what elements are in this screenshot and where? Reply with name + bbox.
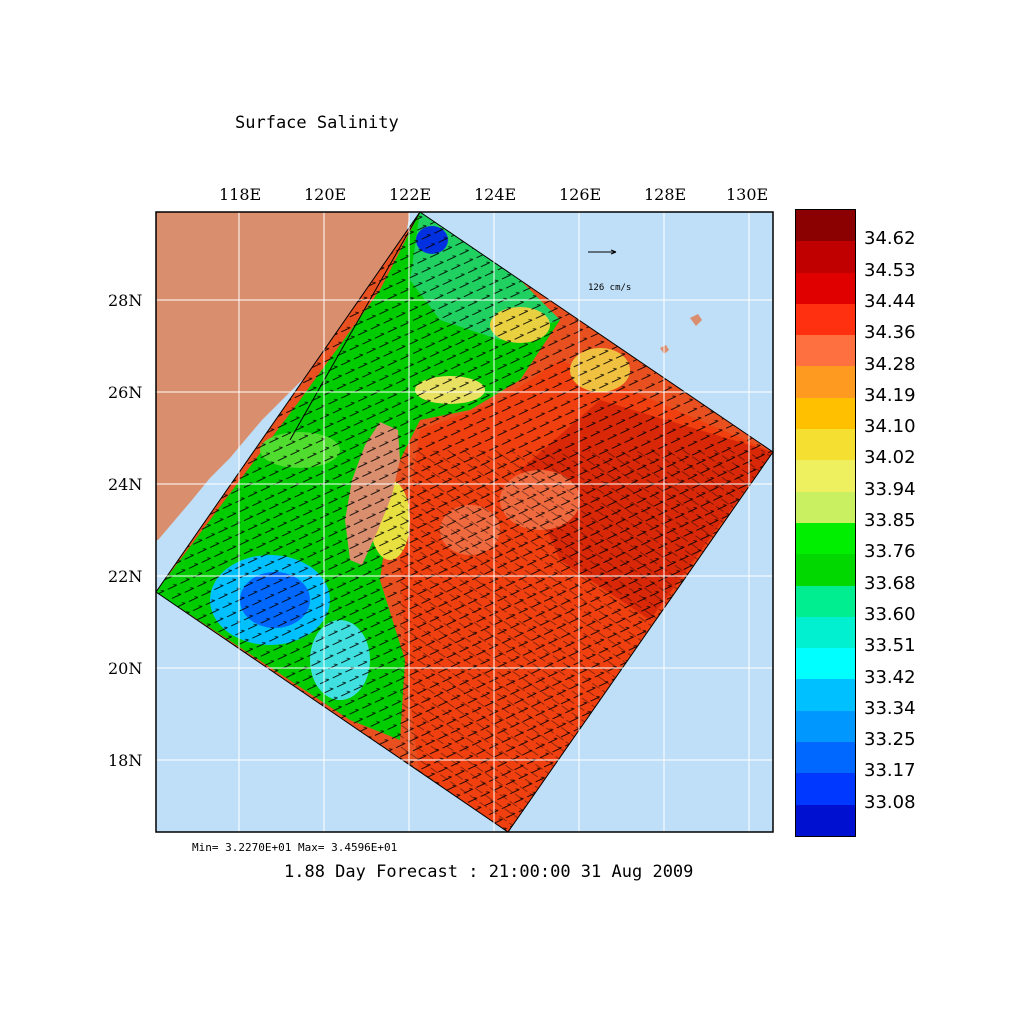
lon-label: 122E [389,185,432,204]
lon-label: 126E [559,185,602,204]
colorbar-segment [796,710,855,743]
colorbar-segment [796,491,855,523]
colorbar-segment [796,554,855,586]
colorbar-segment [796,804,855,836]
colorbar-label: 33.25 [864,729,916,751]
lat-label: 28N [108,291,143,310]
colorbar-label: 34.62 [864,228,916,250]
colorbar-segment [796,366,855,398]
ryukyu-islands [640,314,702,377]
lon-label: 118E [219,185,262,204]
colorbar-label: 34.44 [864,290,916,312]
lat-label: 20N [108,659,143,678]
colorbar-segment [796,397,855,430]
vector-scale-label: 126 cm/s [588,283,632,293]
colorbar-label: 33.60 [864,603,916,625]
colorbar-label: 33.34 [864,697,916,719]
graticule [156,212,773,832]
colorbar-label: 34.28 [864,353,916,375]
colorbar-segment [796,679,855,711]
lon-label: 128E [644,185,687,204]
colorbar-label: 33.68 [864,572,916,594]
colorbar-segment [796,460,855,492]
min-max-text: Min= 3.2270E+01 Max= 3.4596E+01 [192,841,398,854]
colorbar-segment [796,585,855,617]
lon-label: 130E [726,185,769,204]
colorbar-segment [796,522,855,555]
colorbar-label: 34.19 [864,384,916,406]
colorbar-segment [796,210,855,242]
forecast-time: 1.88 Day Forecast : 21:00:00 31 Aug 2009 [284,862,694,882]
colorbar-segment [796,272,855,304]
colorbar-label: 34.53 [864,259,916,281]
colorbar-label: 33.85 [864,510,916,531]
colorbar-label: 34.36 [864,322,916,344]
map-frame [155,211,774,833]
colorbar-label: 34.10 [864,416,916,438]
lat-label: 18N [108,751,143,770]
lat-label: 24N [108,475,143,494]
colorbar-label: 33.42 [864,666,916,688]
colorbar-segment [796,303,855,336]
lon-label: 120E [304,185,347,204]
colorbar-segment [796,429,855,461]
lon-label: 124E [474,185,517,204]
colorbar-segment [796,616,855,649]
colorbar-segment [796,773,855,805]
colorbar-label: 33.76 [864,541,916,563]
lat-label: 26N [108,383,143,402]
colorbar-label: 33.08 [864,791,916,813]
colorbar-segment [796,241,855,273]
colorbar-label: 33.94 [864,478,916,500]
map-title: Surface Salinity [235,113,399,133]
colorbar [795,209,856,837]
mainland-land [156,212,410,540]
lat-label: 22N [108,567,143,586]
colorbar-segment [796,335,855,367]
colorbar-segment [796,742,855,774]
colorbar-label: 33.51 [864,635,916,657]
colorbar-label: 34.02 [864,447,916,469]
colorbar-label: 33.17 [864,760,916,782]
colorbar-segment [796,648,855,680]
